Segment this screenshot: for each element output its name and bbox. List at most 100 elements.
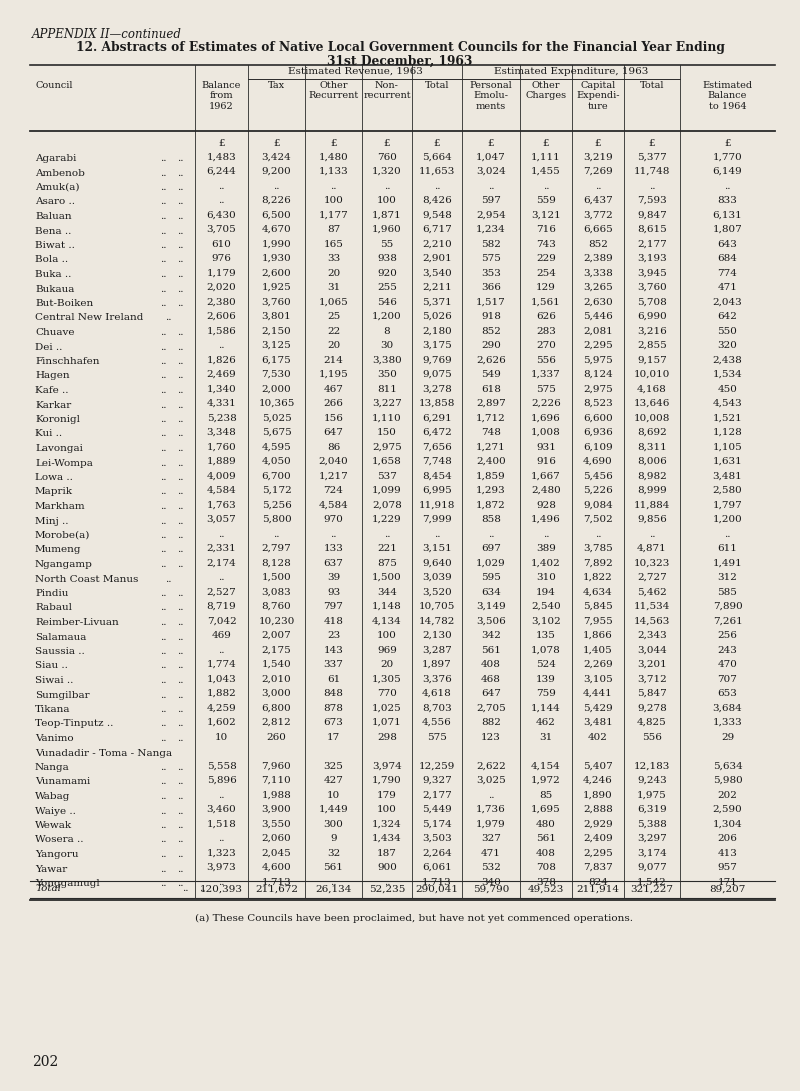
Text: 1,897: 1,897 (422, 660, 452, 669)
Text: 858: 858 (481, 515, 501, 524)
Text: 931: 931 (536, 443, 556, 452)
Text: 8,760: 8,760 (262, 602, 291, 611)
Text: 5,634: 5,634 (713, 762, 742, 770)
Text: 3,974: 3,974 (372, 762, 402, 770)
Text: 14,782: 14,782 (419, 616, 455, 625)
Text: 2,469: 2,469 (206, 370, 236, 379)
Text: 3,424: 3,424 (262, 153, 291, 161)
Text: Maprik: Maprik (35, 488, 73, 496)
Text: 3,025: 3,025 (476, 776, 506, 786)
Text: ..: .. (160, 661, 166, 671)
Text: ..: .. (160, 430, 166, 439)
Text: 9,075: 9,075 (422, 370, 452, 379)
Text: ..: .. (218, 834, 225, 843)
Text: 1,990: 1,990 (262, 240, 291, 249)
Text: 1,500: 1,500 (262, 573, 291, 583)
Text: 5,446: 5,446 (583, 312, 613, 321)
Text: 1,500: 1,500 (372, 573, 402, 583)
Text: 1,774: 1,774 (206, 660, 236, 669)
Text: ..: .. (218, 529, 225, 539)
Text: 3,376: 3,376 (422, 674, 452, 684)
Text: 1,078: 1,078 (531, 646, 561, 655)
Text: 697: 697 (481, 544, 501, 553)
Text: 12,183: 12,183 (634, 762, 670, 770)
Text: 2,331: 2,331 (206, 544, 236, 553)
Text: 256: 256 (718, 631, 738, 640)
Text: Council: Council (35, 81, 73, 89)
Text: ..: .. (177, 458, 183, 468)
Text: 2,010: 2,010 (262, 674, 291, 684)
Text: ..: .. (160, 531, 166, 540)
Text: 1,455: 1,455 (531, 167, 561, 176)
Text: 49,523: 49,523 (528, 885, 564, 894)
Text: Total: Total (35, 885, 61, 894)
Text: 100: 100 (377, 196, 397, 205)
Text: Rabaul: Rabaul (35, 603, 72, 612)
Text: ..: .. (160, 372, 166, 381)
Text: ..: .. (177, 647, 183, 656)
Text: 1,320: 1,320 (372, 167, 402, 176)
Text: Baluan: Baluan (35, 212, 72, 221)
Text: ..: .. (177, 516, 183, 526)
Text: ..: .. (160, 560, 166, 570)
Text: 6,131: 6,131 (713, 211, 742, 219)
Text: Yawar: Yawar (35, 864, 67, 874)
Text: 4,618: 4,618 (422, 690, 452, 698)
Text: 469: 469 (211, 631, 231, 640)
Text: ..: .. (177, 719, 183, 729)
Text: 255: 255 (377, 283, 397, 292)
Text: 342: 342 (481, 631, 501, 640)
Text: Vunamami: Vunamami (35, 778, 90, 787)
Text: ..: .. (160, 850, 166, 859)
Text: 2,975: 2,975 (372, 443, 402, 452)
Text: 3,973: 3,973 (206, 863, 236, 872)
Text: ..: .. (177, 430, 183, 439)
Text: 5,708: 5,708 (637, 298, 667, 307)
Text: 852: 852 (588, 240, 608, 249)
Text: 4,134: 4,134 (372, 616, 402, 625)
Text: 3,520: 3,520 (422, 588, 452, 597)
Text: 6,319: 6,319 (637, 805, 667, 814)
Text: 4,050: 4,050 (262, 457, 291, 466)
Text: 165: 165 (323, 240, 343, 249)
Text: 1,133: 1,133 (318, 167, 348, 176)
Text: 561: 561 (323, 863, 343, 872)
Text: ..: .. (160, 676, 166, 685)
Text: 2,888: 2,888 (583, 805, 613, 814)
Text: 29: 29 (721, 732, 734, 742)
Text: 743: 743 (536, 240, 556, 249)
Text: 1,542: 1,542 (637, 877, 667, 887)
Text: 647: 647 (481, 690, 501, 698)
Text: 1,517: 1,517 (476, 298, 506, 307)
Text: 1,402: 1,402 (531, 559, 561, 567)
Text: Estimated Revenue, 1963: Estimated Revenue, 1963 (287, 67, 422, 76)
Text: ..: .. (434, 181, 440, 191)
Text: ..: .. (177, 357, 183, 365)
Text: 1,483: 1,483 (206, 153, 236, 161)
Text: 59,790: 59,790 (473, 885, 509, 894)
Text: Kui ..: Kui .. (35, 430, 62, 439)
Text: 450: 450 (718, 384, 738, 394)
Text: 6,500: 6,500 (262, 211, 291, 219)
Text: Reimber-Livuan: Reimber-Livuan (35, 618, 118, 627)
Text: £: £ (724, 139, 730, 148)
Text: 20: 20 (380, 660, 394, 669)
Text: 85: 85 (539, 791, 553, 800)
Text: 1,763: 1,763 (206, 501, 236, 509)
Text: 6,995: 6,995 (422, 487, 452, 495)
Text: ..: .. (165, 313, 171, 323)
Text: 1,304: 1,304 (713, 819, 742, 828)
Text: ..: .. (160, 691, 166, 699)
Text: 11,918: 11,918 (419, 501, 455, 509)
Text: 2,438: 2,438 (713, 356, 742, 364)
Text: 3,265: 3,265 (583, 283, 613, 292)
Text: 25: 25 (327, 312, 340, 321)
Text: 969: 969 (377, 646, 397, 655)
Text: 480: 480 (536, 819, 556, 828)
Text: 647: 647 (323, 428, 343, 437)
Text: 10: 10 (327, 791, 340, 800)
Text: 3,684: 3,684 (713, 704, 742, 712)
Text: 3,102: 3,102 (531, 616, 561, 625)
Text: 9,640: 9,640 (422, 559, 452, 567)
Text: 1,128: 1,128 (713, 428, 742, 437)
